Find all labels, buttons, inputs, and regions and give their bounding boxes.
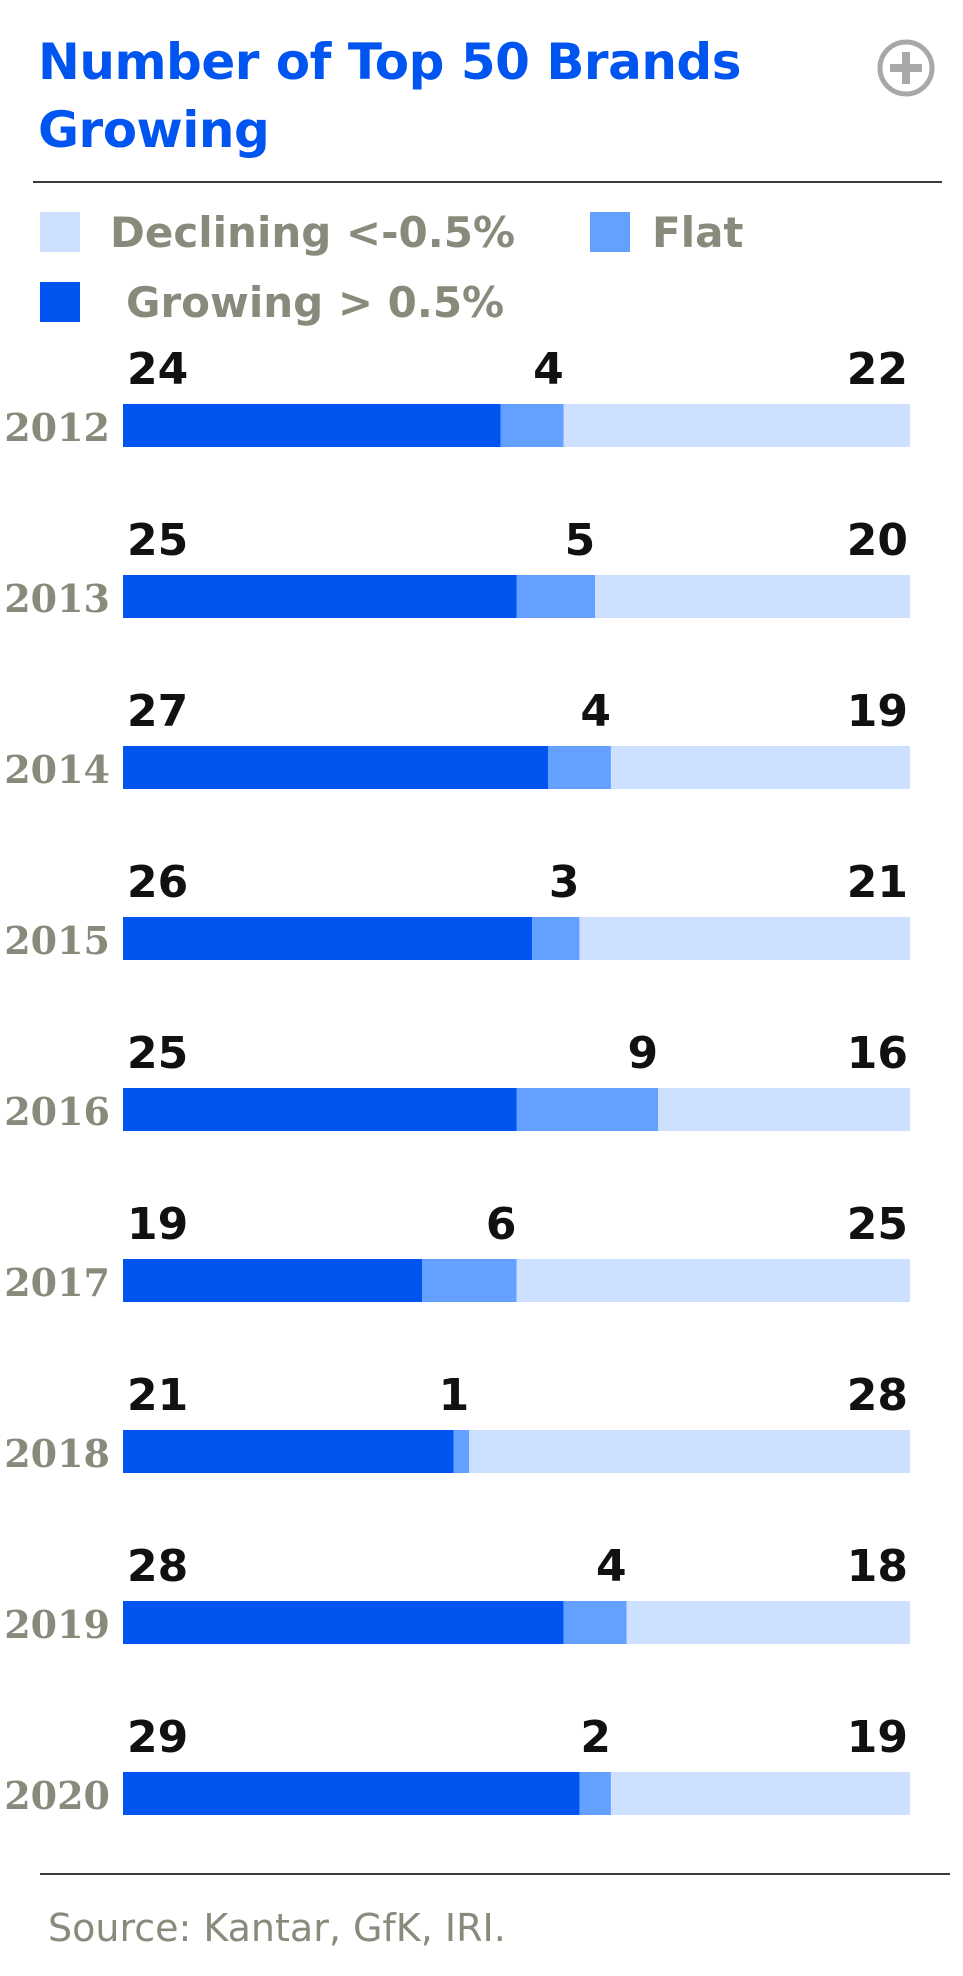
legend-swatch-flat xyxy=(590,212,630,252)
value-label-growing-2020: 29 xyxy=(127,1712,188,1763)
legend-item-declining: Declining <-0.5% xyxy=(40,207,515,257)
bar-growing-2016 xyxy=(123,1088,517,1131)
bar-flat-2019 xyxy=(563,1601,627,1644)
bar-growing-2018 xyxy=(123,1430,454,1473)
bar-growing-2013 xyxy=(123,575,517,618)
bar-declining-2016 xyxy=(658,1088,910,1131)
bar-declining-2018 xyxy=(469,1430,910,1473)
value-label-growing-2015: 26 xyxy=(127,857,188,908)
bar-group-2012: 2012 24 4 22 xyxy=(4,344,910,450)
category-label-2016: 2016 xyxy=(4,1089,110,1134)
bar-group-2018: 2018 21 1 28 xyxy=(4,1370,910,1476)
bar-declining-2014 xyxy=(610,746,910,789)
bar-group-2014: 2014 27 4 19 xyxy=(4,686,910,792)
legend-label-growing: Growing > 0.5% xyxy=(126,277,505,327)
bar-group-2019: 2019 28 4 18 xyxy=(4,1541,910,1647)
plus-circle-icon[interactable] xyxy=(876,38,936,98)
value-label-declining-2012: 22 xyxy=(847,344,908,395)
value-label-growing-2012: 24 xyxy=(127,344,188,395)
bar-growing-2020 xyxy=(123,1772,580,1815)
bar-group-2016: 2016 25 9 16 xyxy=(4,1028,910,1134)
legend-item-flat: Flat xyxy=(590,207,744,257)
value-label-declining-2017: 25 xyxy=(847,1199,908,1250)
legend-label-flat: Flat xyxy=(652,207,744,257)
bar-flat-2013 xyxy=(516,575,596,618)
category-label-2017: 2017 xyxy=(4,1260,110,1305)
legend-label-declining: Declining <-0.5% xyxy=(110,207,516,257)
footer-divider xyxy=(40,1873,950,1875)
value-label-flat-2016: 9 xyxy=(628,1028,659,1079)
bar-group-2020: 2020 29 2 19 xyxy=(4,1712,910,1818)
value-label-declining-2014: 19 xyxy=(847,686,908,737)
value-label-flat-2018: 1 xyxy=(439,1370,470,1421)
bar-growing-2019 xyxy=(123,1601,564,1644)
value-label-flat-2014: 4 xyxy=(580,686,611,737)
bar-growing-2012 xyxy=(123,404,501,447)
value-label-declining-2020: 19 xyxy=(847,1712,908,1763)
bar-flat-2020 xyxy=(579,1772,611,1815)
value-label-flat-2012: 4 xyxy=(533,344,564,395)
value-label-flat-2013: 5 xyxy=(565,515,596,566)
bar-declining-2015 xyxy=(579,917,910,960)
category-label-2012: 2012 xyxy=(4,405,110,450)
bar-flat-2012 xyxy=(500,404,564,447)
value-label-flat-2015: 3 xyxy=(549,857,580,908)
source-note: Source: Kantar, GfK, IRI. xyxy=(48,1906,506,1950)
category-label-2020: 2020 xyxy=(4,1773,110,1818)
category-label-2013: 2013 xyxy=(4,576,110,621)
value-label-declining-2015: 21 xyxy=(847,857,908,908)
value-label-flat-2017: 6 xyxy=(486,1199,517,1250)
bar-declining-2012 xyxy=(563,404,910,447)
category-label-2018: 2018 xyxy=(4,1431,110,1476)
category-label-2019: 2019 xyxy=(4,1602,110,1647)
value-label-declining-2013: 20 xyxy=(847,515,908,566)
bar-growing-2017 xyxy=(123,1259,423,1302)
value-label-growing-2019: 28 xyxy=(127,1541,188,1592)
chart-title: Number of Top 50 Brands Growing xyxy=(38,33,741,159)
value-label-flat-2019: 4 xyxy=(596,1541,627,1592)
legend-swatch-declining xyxy=(40,212,80,252)
value-label-growing-2014: 27 xyxy=(127,686,188,737)
bar-group-2017: 2017 19 6 25 xyxy=(4,1199,910,1305)
category-label-2015: 2015 xyxy=(4,918,110,963)
bar-declining-2017 xyxy=(516,1259,910,1302)
bar-flat-2016 xyxy=(516,1088,659,1131)
value-label-declining-2018: 28 xyxy=(847,1370,908,1421)
bar-flat-2017 xyxy=(422,1259,517,1302)
bar-flat-2014 xyxy=(547,746,611,789)
bar-declining-2019 xyxy=(626,1601,910,1644)
bar-flat-2015 xyxy=(532,917,580,960)
bar-group-2015: 2015 26 3 21 xyxy=(4,857,910,963)
category-label-2014: 2014 xyxy=(4,747,110,792)
bar-declining-2020 xyxy=(610,1772,910,1815)
value-label-growing-2018: 21 xyxy=(127,1370,188,1421)
value-label-declining-2019: 18 xyxy=(847,1541,908,1592)
bar-flat-2018 xyxy=(453,1430,470,1473)
value-label-declining-2016: 16 xyxy=(847,1028,908,1079)
bar-declining-2013 xyxy=(595,575,910,618)
value-label-growing-2013: 25 xyxy=(127,515,188,566)
legend-swatch-growing xyxy=(40,282,80,322)
bar-growing-2014 xyxy=(123,746,548,789)
bar-growing-2015 xyxy=(123,917,533,960)
value-label-growing-2016: 25 xyxy=(127,1028,188,1079)
value-label-growing-2017: 19 xyxy=(127,1199,188,1250)
legend-item-growing: Growing > 0.5% xyxy=(40,277,504,327)
value-label-flat-2020: 2 xyxy=(580,1712,611,1763)
bar-group-2013: 2013 25 5 20 xyxy=(4,515,910,621)
header-divider xyxy=(33,181,942,183)
